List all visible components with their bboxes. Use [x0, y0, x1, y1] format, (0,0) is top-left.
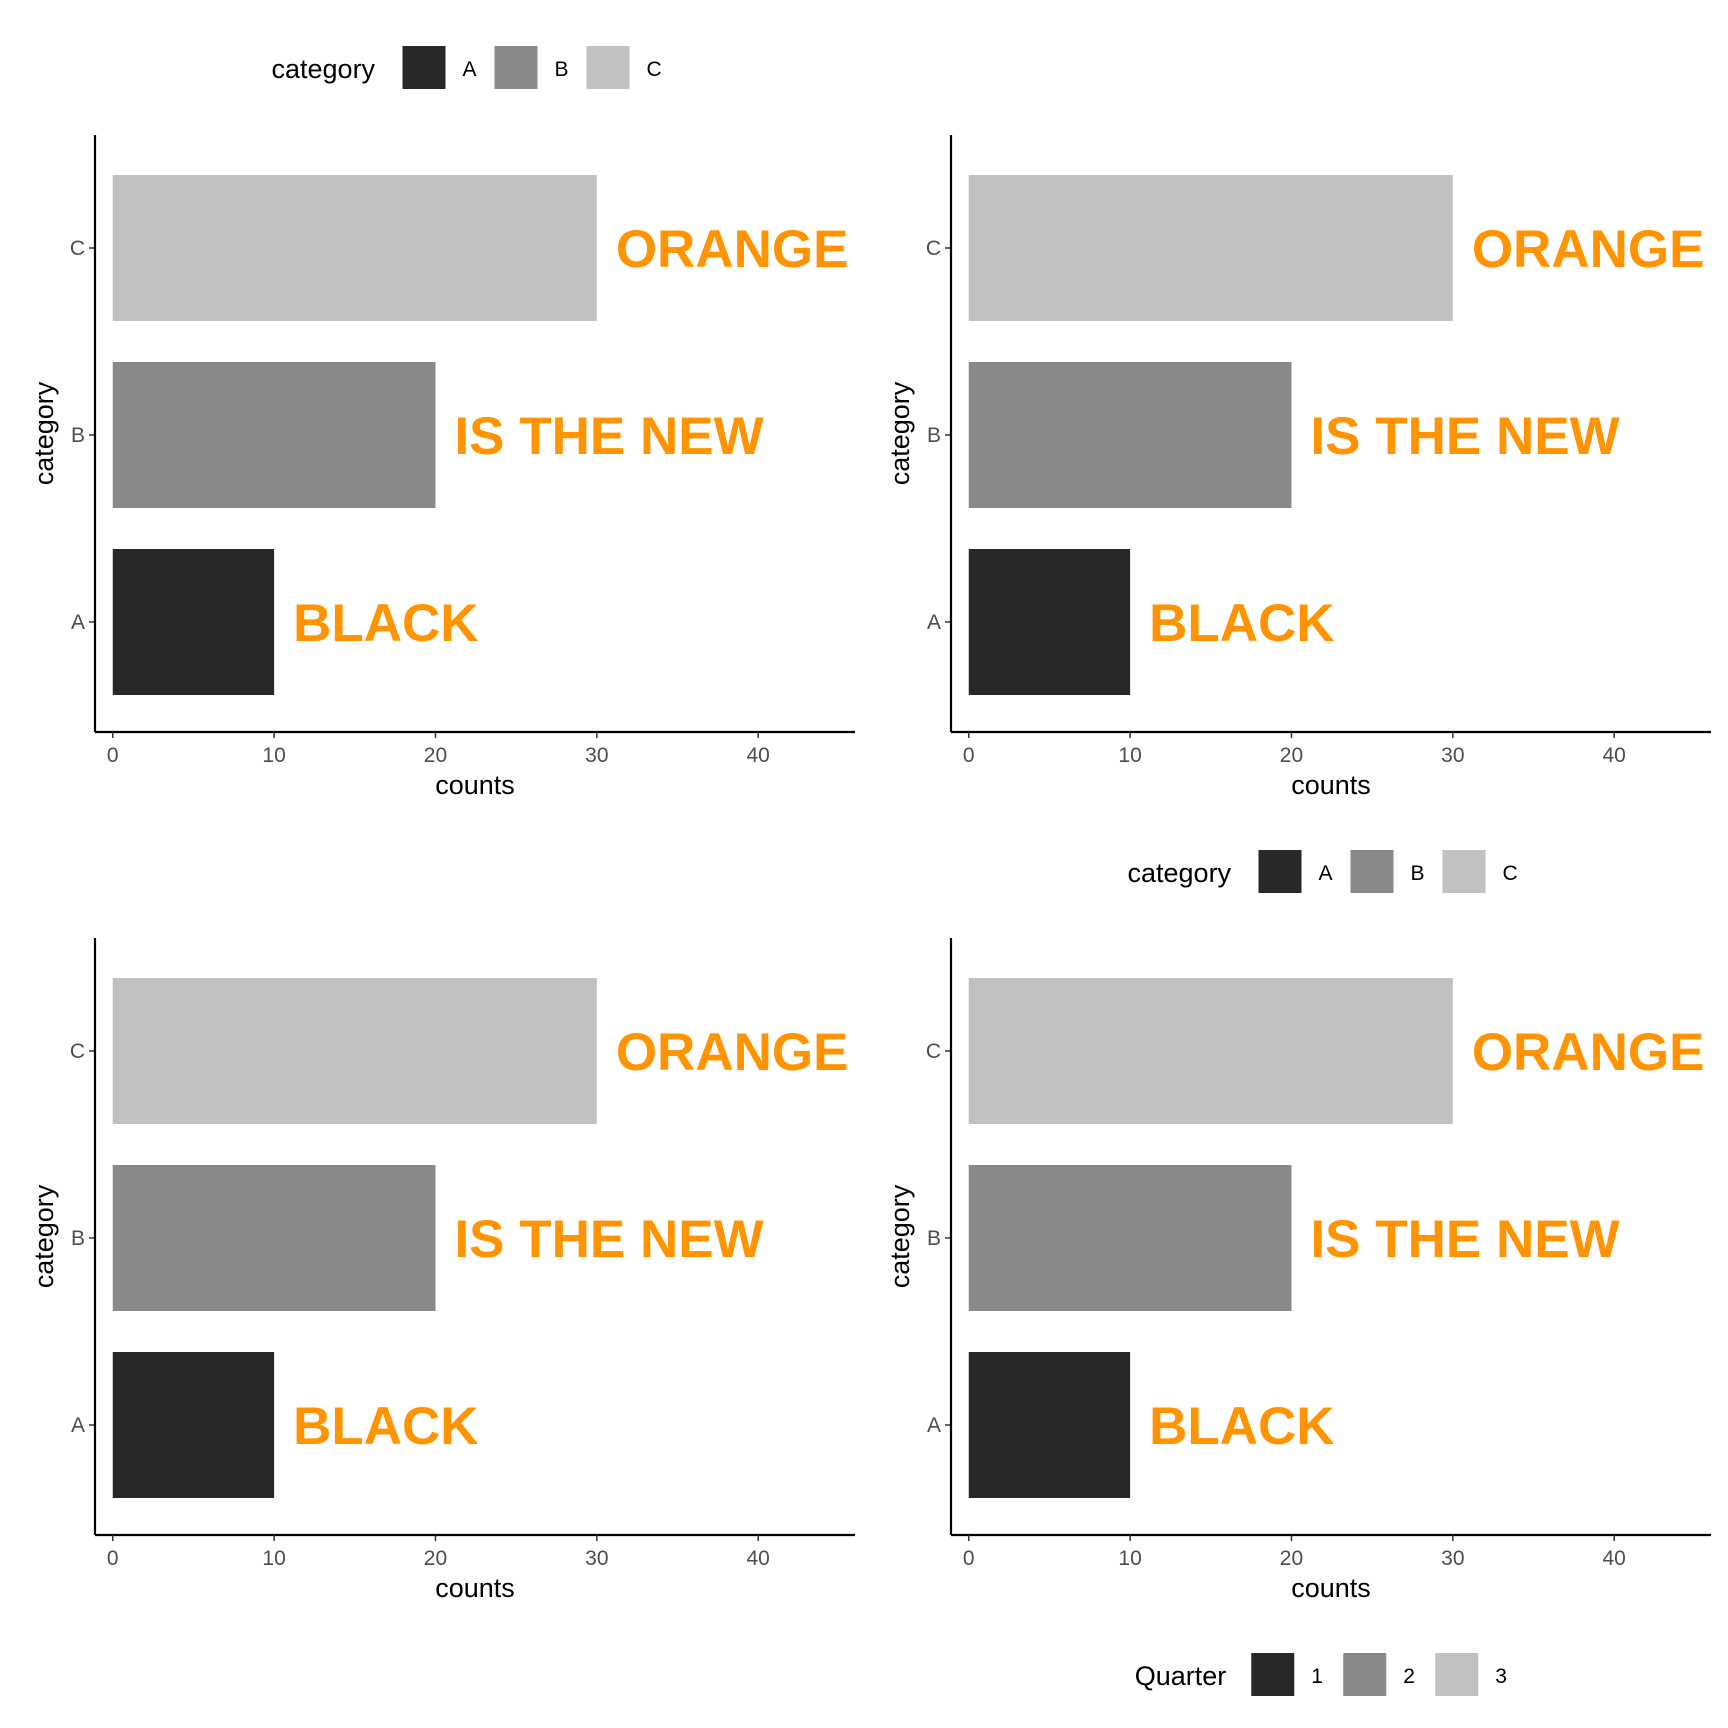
- chart-panel-3: BLACK A IS THE NEW B ORANGE C 0 10 20 30 40 counts c…: [29, 938, 855, 1603]
- legend-key-2: [1343, 1653, 1387, 1696]
- annotation-C: ORANGE: [616, 1023, 849, 1082]
- x-tick-label-0: 0: [107, 1547, 119, 1570]
- x-tick-label-0: 0: [963, 1547, 975, 1570]
- legend-key-C: [1442, 850, 1486, 893]
- x-tick-label-30: 30: [1441, 1547, 1464, 1570]
- x-tick-label-30: 30: [1441, 744, 1464, 767]
- bar-C: [968, 175, 1453, 321]
- y-tick-label-A: A: [927, 1414, 941, 1437]
- bar-B: [968, 362, 1292, 508]
- y-tick-label-C: C: [926, 237, 941, 260]
- x-tick-label-40: 40: [747, 1547, 770, 1570]
- chart-panel-2: BLACK A IS THE NEW B ORANGE C 0 10 20 30 40 counts c…: [885, 135, 1711, 893]
- legend-key-1: [1251, 1653, 1295, 1696]
- y-tick-label-A: A: [927, 611, 941, 634]
- bar-B: [112, 362, 436, 508]
- x-tick-label-20: 20: [424, 744, 447, 767]
- x-tick-label-20: 20: [1280, 744, 1303, 767]
- legend-title: category: [272, 54, 376, 84]
- annotation-A: BLACK: [1149, 594, 1334, 653]
- x-tick-label-40: 40: [1603, 744, 1626, 767]
- annotation-B: IS THE NEW: [1310, 1210, 1619, 1269]
- bar-A: [112, 1352, 275, 1498]
- legend-label-C: C: [1503, 862, 1518, 885]
- x-tick-label-10: 10: [262, 1547, 285, 1570]
- annotation-A: BLACK: [293, 594, 478, 653]
- legend-label-A: A: [1319, 862, 1333, 885]
- y-tick-label-A: A: [71, 611, 85, 634]
- bar-B: [112, 1165, 436, 1311]
- bar-C: [968, 978, 1453, 1124]
- legend-label-3: 3: [1495, 1665, 1507, 1688]
- legend-key-A: [402, 46, 446, 89]
- legend-label-C: C: [647, 58, 662, 81]
- y-tick-label-B: B: [71, 1227, 85, 1250]
- x-tick-label-10: 10: [1118, 744, 1141, 767]
- x-tick-label-40: 40: [1603, 1547, 1626, 1570]
- legend: Quarter 1 2 3: [1135, 1653, 1507, 1696]
- legend-key-3: [1435, 1653, 1479, 1696]
- x-tick-label-30: 30: [585, 744, 608, 767]
- x-tick-label-0: 0: [107, 744, 119, 767]
- annotation-B: IS THE NEW: [454, 407, 763, 466]
- legend-key-B: [494, 46, 538, 89]
- annotation-C: ORANGE: [616, 220, 849, 279]
- bar-B: [968, 1165, 1292, 1311]
- bar-A: [968, 1352, 1131, 1498]
- annotation-B: IS THE NEW: [1310, 407, 1619, 466]
- x-axis-title: counts: [1291, 1573, 1371, 1603]
- y-axis-title: category: [885, 1184, 915, 1288]
- y-axis-title: category: [29, 381, 59, 485]
- y-tick-label-B: B: [71, 424, 85, 447]
- chart-panel-1: BLACK A IS THE NEW B ORANGE C 0 10 20 30 40 counts c…: [29, 46, 855, 800]
- legend: category A B C: [1128, 850, 1518, 893]
- y-tick-label-B: B: [927, 424, 941, 447]
- y-axis-title: category: [29, 1184, 59, 1288]
- x-tick-label-20: 20: [424, 1547, 447, 1570]
- x-tick-label-0: 0: [963, 744, 975, 767]
- y-tick-label-C: C: [70, 237, 85, 260]
- annotation-A: BLACK: [1149, 1397, 1334, 1456]
- legend-title: category: [1128, 858, 1232, 888]
- x-tick-label-20: 20: [1280, 1547, 1303, 1570]
- x-axis-title: counts: [435, 770, 515, 800]
- legend-key-A: [1258, 850, 1302, 893]
- y-tick-label-C: C: [926, 1040, 941, 1063]
- legend-key-C: [586, 46, 630, 89]
- bar-A: [112, 549, 275, 695]
- legend-label-B: B: [1411, 862, 1425, 885]
- y-tick-label-A: A: [71, 1414, 85, 1437]
- legend-title: Quarter: [1135, 1661, 1227, 1691]
- x-tick-label-10: 10: [1118, 1547, 1141, 1570]
- y-tick-label-C: C: [70, 1040, 85, 1063]
- x-tick-label-10: 10: [262, 744, 285, 767]
- x-axis-title: counts: [435, 1573, 515, 1603]
- x-axis-title: counts: [1291, 770, 1371, 800]
- annotation-B: IS THE NEW: [454, 1210, 763, 1269]
- legend-label-1: 1: [1311, 1665, 1323, 1688]
- legend-label-2: 2: [1403, 1665, 1415, 1688]
- y-tick-label-B: B: [927, 1227, 941, 1250]
- x-tick-label-30: 30: [585, 1547, 608, 1570]
- annotation-C: ORANGE: [1472, 1023, 1705, 1082]
- legend-label-A: A: [463, 58, 477, 81]
- annotation-A: BLACK: [293, 1397, 478, 1456]
- bar-A: [968, 549, 1131, 695]
- x-tick-label-40: 40: [747, 744, 770, 767]
- legend: category A B C: [272, 46, 662, 89]
- chart-panel-4: BLACK A IS THE NEW B ORANGE C 0 10 20 30 40 counts c…: [885, 938, 1711, 1696]
- legend-label-B: B: [555, 58, 569, 81]
- y-axis-title: category: [885, 381, 915, 485]
- legend-key-B: [1350, 850, 1394, 893]
- annotation-C: ORANGE: [1472, 220, 1705, 279]
- bar-C: [112, 175, 597, 321]
- bar-C: [112, 978, 597, 1124]
